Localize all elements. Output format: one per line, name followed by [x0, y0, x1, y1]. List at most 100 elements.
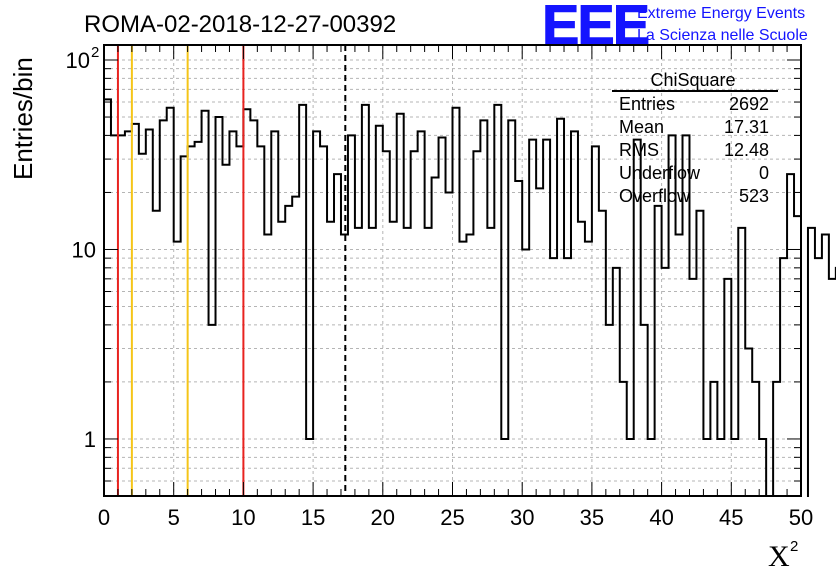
histogram-bin: [487, 228, 494, 496]
x-tick-label: 5: [168, 505, 180, 530]
histogram-bin: [292, 197, 299, 496]
logo-line-2: La Scienza nelle Scuole: [637, 27, 808, 44]
x-tick-label: 20: [371, 505, 395, 530]
histogram-bin: [738, 228, 745, 496]
x-tick-label: 0: [98, 505, 110, 530]
histogram-bin: [585, 242, 592, 496]
x-tick-label: 45: [719, 505, 743, 530]
histogram-bin: [383, 151, 390, 496]
histogram-bin: [453, 108, 460, 496]
histogram-bin: [250, 120, 257, 496]
x-axis-title: X: [768, 540, 790, 572]
histogram-bin: [397, 114, 404, 496]
histogram-bin: [188, 146, 195, 496]
histogram-bin: [717, 439, 724, 496]
histogram-bin: [564, 258, 571, 496]
y-axis-title: Entries/bin: [8, 57, 38, 180]
histogram-bin: [480, 120, 487, 496]
stats-label-rms: RMS: [619, 140, 659, 160]
histogram-bin: [752, 382, 759, 496]
histogram-bin: [773, 382, 780, 496]
x-tick-label: 40: [649, 505, 673, 530]
histogram-bin: [613, 268, 620, 496]
histogram-bin: [202, 111, 209, 496]
histogram-bin: [285, 206, 292, 496]
histogram-bin: [571, 131, 578, 496]
histogram-bin: [557, 119, 564, 496]
histogram-bin: [174, 242, 181, 496]
stats-value-mean: 17.31: [724, 117, 769, 137]
stats-label-overflow: Overflow: [619, 186, 691, 206]
stats-label-underflow: Underflow: [619, 163, 701, 183]
run-title: ROMA-02-2018-12-27-00392: [84, 11, 396, 38]
histogram-bin: [160, 120, 167, 496]
histogram-bin: [146, 129, 153, 496]
histogram-bin: [306, 439, 313, 496]
histogram-bin: [181, 156, 188, 496]
histogram-bin: [446, 192, 453, 496]
y-tick-label: 10: [66, 48, 90, 73]
histogram-bin: [822, 234, 829, 496]
histogram-bin: [696, 211, 703, 496]
histogram-bin: [508, 120, 515, 496]
histogram-bin: [724, 279, 731, 496]
histogram-bin: [676, 234, 683, 496]
histogram-bin: [425, 228, 432, 496]
histogram-bin: [731, 439, 738, 496]
histogram-bin: [439, 137, 446, 496]
histogram-bin: [153, 211, 160, 496]
histogram-bin: [243, 109, 250, 496]
y-tick-label: 1: [84, 427, 96, 452]
histogram-bin: [278, 222, 285, 496]
histogram-bin: [236, 146, 243, 496]
histogram-series-line: [104, 98, 836, 503]
histogram-bin: [132, 124, 139, 496]
y-tick-label-superscript: 2: [91, 44, 99, 61]
histogram-bin: [550, 258, 557, 496]
x-tick-label: 25: [440, 505, 464, 530]
histogram-bin: [648, 439, 655, 496]
histogram-bin: [271, 131, 278, 496]
histogram-bin: [111, 135, 118, 496]
stats-value-rms: 12.48: [724, 140, 769, 160]
histogram-bin: [139, 154, 146, 496]
histogram-bin: [808, 228, 815, 496]
histogram-bin: [222, 165, 229, 496]
histogram-bin: [536, 188, 543, 496]
histogram-bin: [264, 234, 271, 496]
histogram-bin: [355, 228, 362, 496]
stats-box: ChiSquare Entries 2692 Mean 17.31 RMS 12…: [612, 70, 778, 206]
histogram-bin: [829, 279, 836, 496]
histogram-bin: [209, 325, 216, 496]
histogram-bin: [125, 131, 132, 496]
histogram-bin: [348, 135, 355, 496]
histogram-bin: [390, 222, 397, 496]
histogram-bin: [216, 117, 223, 496]
histogram-bin: [313, 131, 320, 496]
stats-value-underflow: 0: [759, 163, 769, 183]
logo-line-1: Extreme Energy Events: [637, 5, 805, 22]
histogram-bin: [780, 258, 787, 496]
histogram-bin: [515, 181, 522, 496]
histogram-bin: [118, 135, 125, 496]
histogram-bin: [627, 439, 634, 496]
histogram-bin: [501, 439, 508, 496]
histogram-bin: [655, 206, 662, 496]
histogram-bin: [432, 177, 439, 496]
histogram-bin: [404, 228, 411, 496]
histogram-bin: [703, 439, 710, 496]
y-tick-label: 10: [72, 237, 96, 262]
histogram-bin: [327, 222, 334, 496]
stats-title: ChiSquare: [650, 70, 735, 90]
histogram-bin: [418, 131, 425, 496]
histogram-bin: [522, 249, 529, 496]
histogram-bin: [195, 142, 202, 496]
histogram-bin: [578, 222, 585, 496]
histogram-bin: [529, 140, 536, 496]
stats-label-mean: Mean: [619, 117, 664, 137]
histogram-bin: [641, 325, 648, 496]
histogram-bin: [592, 146, 599, 496]
histogram-bin: [759, 439, 766, 496]
histogram-bin: [689, 279, 696, 496]
